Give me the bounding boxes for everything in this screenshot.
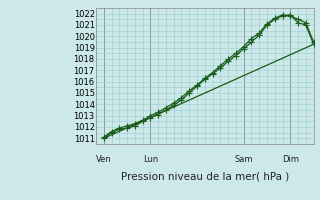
Text: Dim: Dim xyxy=(282,155,299,164)
Text: Ven: Ven xyxy=(96,155,112,164)
Text: Pression niveau de la mer( hPa ): Pression niveau de la mer( hPa ) xyxy=(121,172,289,182)
Text: Lun: Lun xyxy=(143,155,158,164)
Text: Sam: Sam xyxy=(235,155,253,164)
